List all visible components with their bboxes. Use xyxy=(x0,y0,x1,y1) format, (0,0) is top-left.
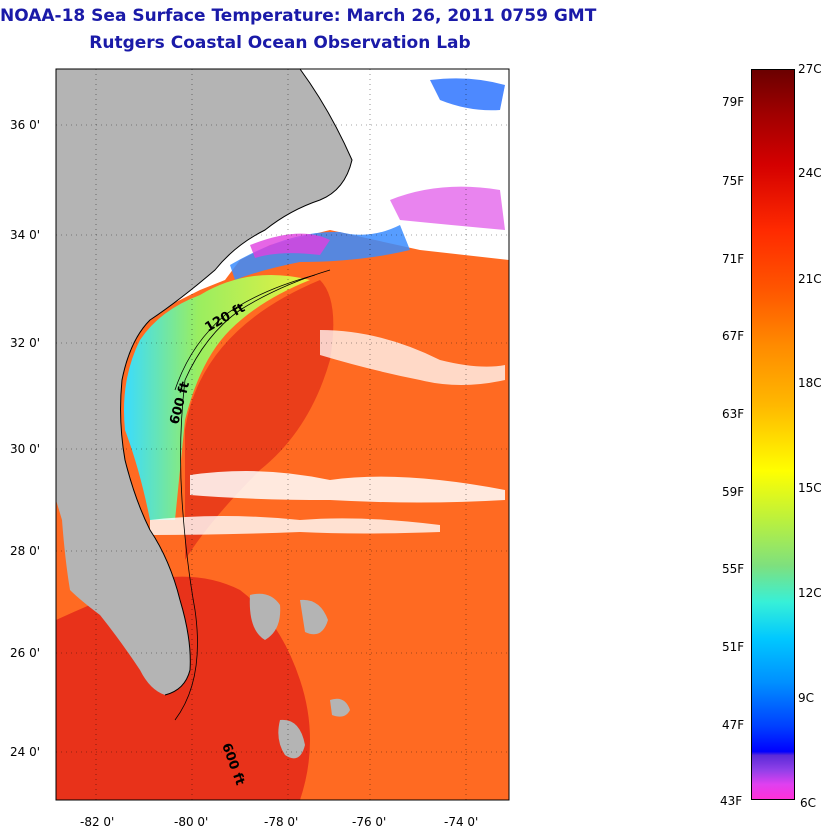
island xyxy=(300,599,328,635)
colorbar-f-label: 79F xyxy=(722,95,745,109)
land-mainland xyxy=(56,69,352,695)
colorbar-f-label: 63F xyxy=(722,407,745,421)
cold-water-streak xyxy=(390,186,505,230)
colorbar-c-label: 27C xyxy=(798,62,822,76)
cloud-band-3 xyxy=(320,330,505,385)
map-imagery xyxy=(56,69,509,800)
lon-label: -76 0' xyxy=(352,815,386,829)
lon-label: -80 0' xyxy=(174,815,208,829)
shelf-water xyxy=(124,275,310,520)
colorbar-f-label: 43F xyxy=(720,794,743,808)
island xyxy=(278,719,305,759)
colorbar-f-label: 55F xyxy=(722,562,745,576)
lat-label: 34 0' xyxy=(10,228,40,242)
temperature-colorbar xyxy=(751,69,795,800)
lat-label: 28 0' xyxy=(10,544,40,558)
colorbar-c-label: 21C xyxy=(798,272,822,286)
cloud-band-2 xyxy=(150,516,440,535)
lat-label: 30 0' xyxy=(10,442,40,456)
cold-water-magenta xyxy=(250,233,330,258)
colorbar-f-label: 51F xyxy=(722,640,745,654)
coastline xyxy=(120,69,353,696)
latitude-labels: 36 0' 34 0' 32 0' 30 0' 28 0' 26 0' 24 0… xyxy=(10,118,40,759)
lon-label: -78 0' xyxy=(264,815,298,829)
lon-label: -74 0' xyxy=(444,815,478,829)
colorbar-c-label: 24C xyxy=(798,166,822,180)
colorbar-f-label: 75F xyxy=(722,174,745,188)
island xyxy=(249,593,281,640)
graticule xyxy=(56,69,509,800)
contour-120ft xyxy=(174,274,316,391)
colorbar-f-label: 71F xyxy=(722,252,745,266)
cloud-band-1 xyxy=(190,471,505,503)
lat-label: 26 0' xyxy=(10,646,40,660)
map-frame xyxy=(55,68,510,801)
colorbar-f-label: 47F xyxy=(722,718,745,732)
island xyxy=(330,698,350,717)
colorbar-c-label: 18C xyxy=(798,376,822,390)
cold-water-northeast xyxy=(430,78,505,111)
longitude-labels: -82 0' -80 0' -78 0' -76 0' -74 0' xyxy=(80,815,478,829)
colorbar-c-label: 6C xyxy=(800,796,817,810)
map-title: NOAA-18 Sea Surface Temperature: March 2… xyxy=(0,6,597,26)
lon-label: -82 0' xyxy=(80,815,114,829)
colorbar-c-label: 15C xyxy=(798,481,822,495)
colorbar-f-label: 67F xyxy=(722,329,745,343)
colorbar-c-label: 12C xyxy=(798,586,822,600)
lat-label: 32 0' xyxy=(10,336,40,350)
colorbar-f-label: 59F xyxy=(722,485,745,499)
map-subtitle: Rutgers Coastal Ocean Observation Lab xyxy=(89,33,471,53)
lat-label: 24 0' xyxy=(10,745,40,759)
colorbar-c-label: 9C xyxy=(798,691,815,705)
lat-label: 36 0' xyxy=(10,118,40,132)
contour-600ft xyxy=(174,269,331,721)
